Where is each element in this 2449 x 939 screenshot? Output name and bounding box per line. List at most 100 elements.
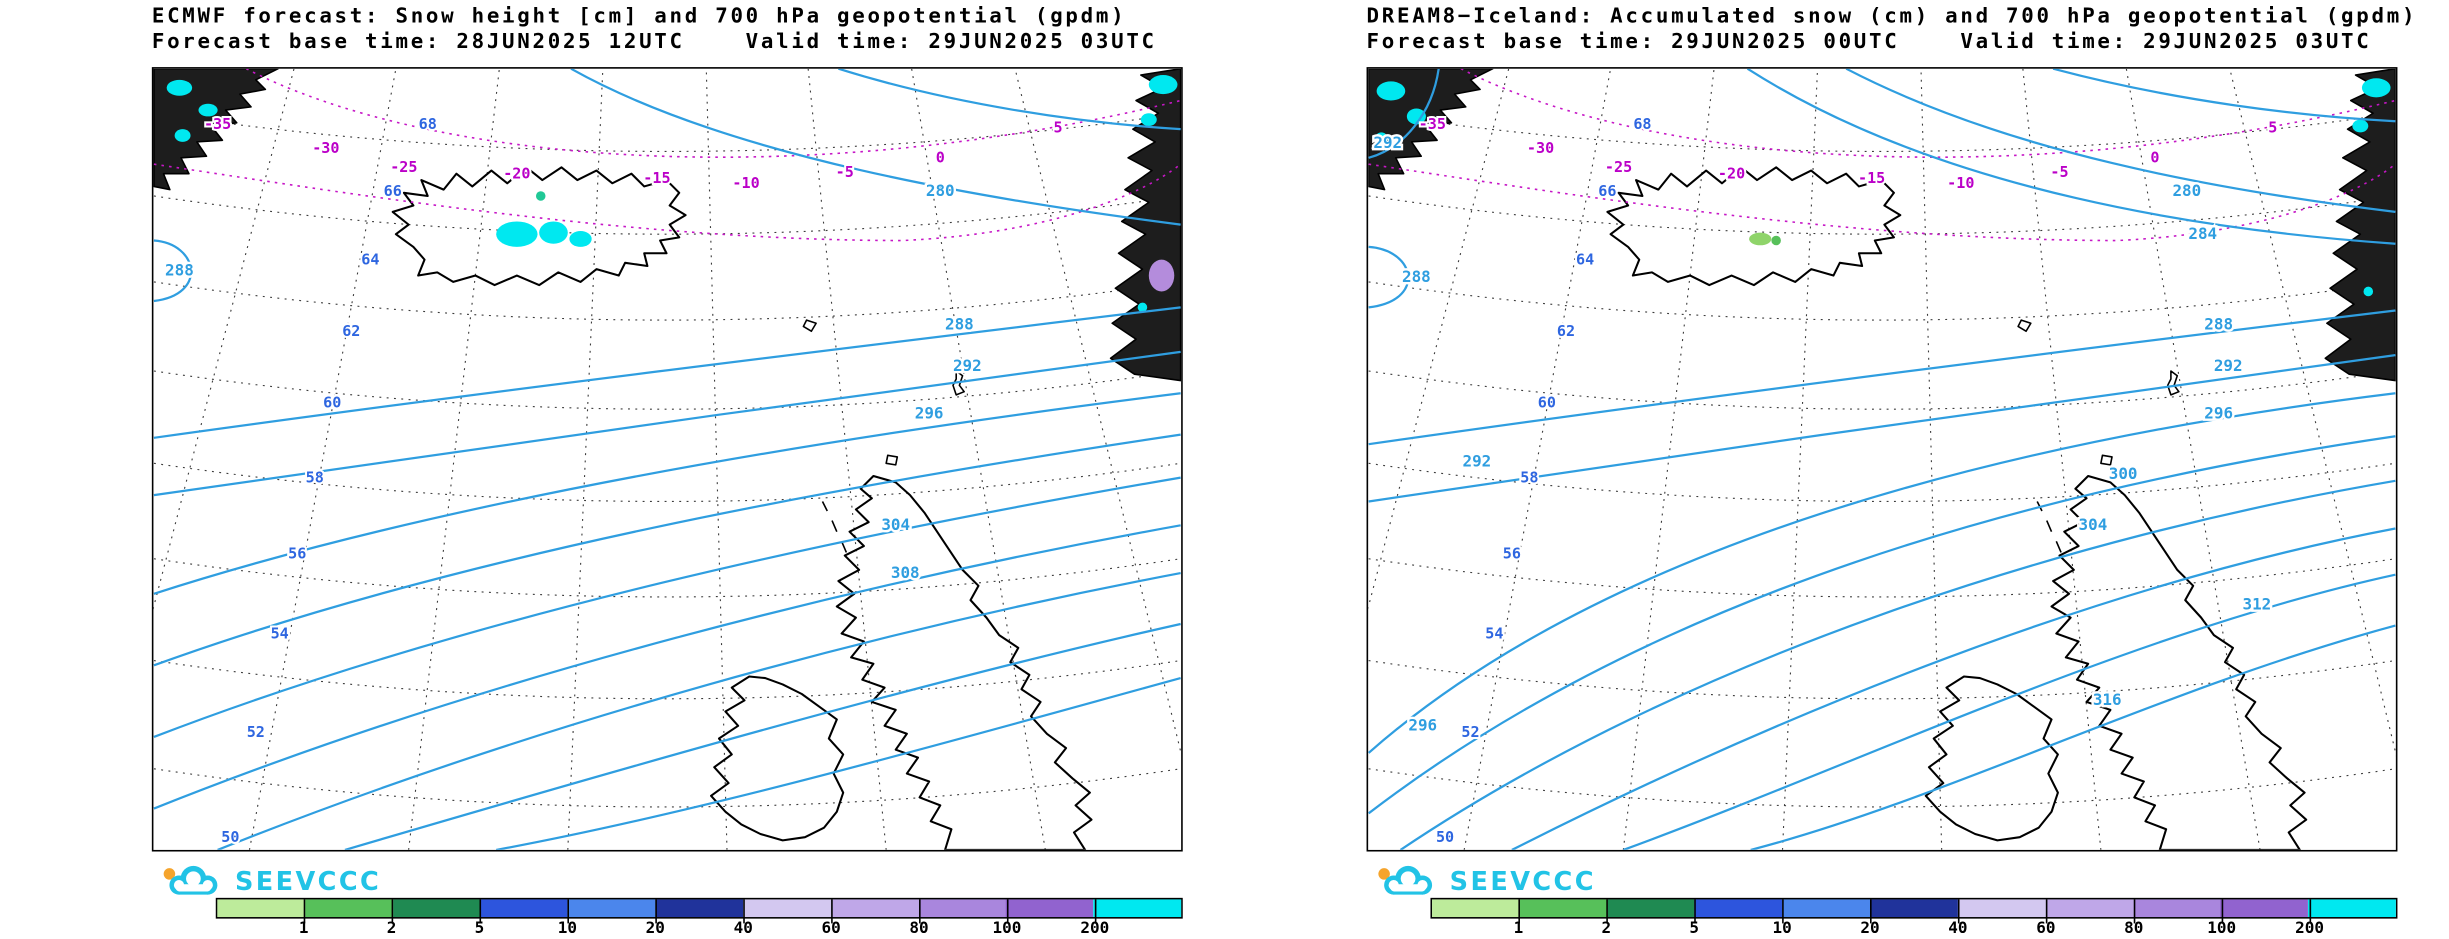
colorbar-label: 5 xyxy=(1689,920,1700,938)
geopotential-contour-label: 300 xyxy=(2109,464,2138,483)
seevccc-logo-text: SEEVCCC xyxy=(234,865,382,896)
latitude-label: 58 xyxy=(306,468,324,486)
geopotential-contour-label: 288 xyxy=(945,315,974,334)
colorbar-segment xyxy=(1607,899,1695,918)
colorbar-segment xyxy=(480,899,568,918)
temperature-contour-label: -15 xyxy=(643,169,670,187)
colorbar-label: 200 xyxy=(2295,920,2324,938)
geopotential-contour-label: 292 xyxy=(1373,133,1402,152)
coastline-iceland xyxy=(1606,166,1902,287)
temperature-contour xyxy=(1368,163,2396,242)
latitude-label: 64 xyxy=(361,250,379,268)
geopotential-contour-280 xyxy=(570,68,1181,226)
temperature-contour-label: -10 xyxy=(732,174,759,192)
colorbar-label: 2 xyxy=(1601,920,1612,938)
snow-patch-greenland xyxy=(174,129,191,142)
colorbar-label: 5 xyxy=(474,920,485,938)
coastline-ireland xyxy=(710,675,845,842)
colorbar-label: 10 xyxy=(557,920,578,938)
temperature-contours-dream8 xyxy=(1368,68,2396,242)
colorbar-segment xyxy=(1694,899,1783,918)
latitude-label: 54 xyxy=(271,624,289,642)
snow-patch-greenland xyxy=(1375,132,1388,146)
colorbar-segment xyxy=(1093,899,1182,918)
geopotential-contour-292-corner xyxy=(1368,68,1440,159)
geopotential-contour-308 xyxy=(153,524,1181,810)
snow-patch-norway xyxy=(2363,286,2374,297)
geopotential-contour-296 xyxy=(1368,392,2396,754)
latitude-label: 66 xyxy=(384,182,402,200)
geopotential-contour-label: 316 xyxy=(2093,690,2122,709)
temperature-contour-label: -30 xyxy=(1527,139,1554,157)
geopotential-contour-label: 288 xyxy=(1402,267,1431,286)
latitude-label: 62 xyxy=(1557,322,1575,340)
panel-subtitle: Forecast base time: 29JUN2025 00UTC Vali… xyxy=(1366,30,2372,55)
map-ecmwf: 280 288 288 292 296 304 308 68 66 64 62 60 58 56 54 52 5… xyxy=(151,67,1183,852)
geopotential-contour-label: 288 xyxy=(165,261,194,280)
snow-patch-norway xyxy=(1148,75,1178,95)
temperature-contour-label: 0 xyxy=(936,149,945,167)
seevccc-cloud-icon xyxy=(163,865,218,895)
colorbar-segment xyxy=(2132,899,2221,918)
colorbar-label: 80 xyxy=(909,920,929,938)
temperature-contour-label: -30 xyxy=(312,139,339,157)
temperature-contour-label: -5 xyxy=(2050,163,2068,181)
panel-title: ECMWF forecast: Snow height [cm] and 700… xyxy=(151,4,1127,29)
snow-patch-greenland xyxy=(1406,108,1426,125)
geopotential-contour-280 xyxy=(1845,68,2396,214)
latitude-label: 60 xyxy=(1538,394,1556,412)
geopotential-contour-300 xyxy=(1368,435,2396,815)
temperature-contour-label: -35 xyxy=(1419,115,1446,133)
geopotential-contour-288-closed xyxy=(1368,245,1410,309)
geopotential-contour-label: 312 xyxy=(2242,595,2271,614)
panel-subtitle: Forecast base time: 28JUN2025 12UTC Vali… xyxy=(151,30,1157,55)
colorbar-label: 20 xyxy=(1860,920,1880,938)
colorbar-segments xyxy=(1430,897,2398,919)
panel-title: DREAM8−Iceland: Accumulated snow (cm) an… xyxy=(1366,4,2418,29)
temperature-contour-label: -5 xyxy=(836,163,854,181)
geopotential-contour-label: 280 xyxy=(2172,181,2201,200)
latitude-label: 54 xyxy=(1485,624,1503,642)
colorbar-segment xyxy=(2308,899,2396,918)
geopotential-contours-ecmwf xyxy=(153,68,1181,850)
colorbar-segment xyxy=(567,899,656,918)
colorbar-segment xyxy=(392,899,481,918)
map-svg-dream8: 292 280 284 288 288 292 296 292 300 304 312 316 296 6… xyxy=(1368,68,2396,850)
colorbar-label: 40 xyxy=(733,920,753,938)
geopotential-contour-label: 308 xyxy=(891,563,920,582)
latitude-label: 60 xyxy=(323,394,341,412)
geopotential-contour-276 xyxy=(2052,68,2396,123)
temperature-contour-label: -25 xyxy=(1605,158,1632,176)
snow-patch-iceland xyxy=(539,221,568,244)
geopotential-contour-312 xyxy=(217,571,1181,850)
geopotential-contour-292 xyxy=(153,350,1181,497)
colorbar-segment xyxy=(655,899,744,918)
snow-patches-ecmwf xyxy=(166,75,1178,313)
latitude-label: 68 xyxy=(1633,115,1651,133)
colorbar-segment xyxy=(2220,899,2309,918)
temperature-contour-label: 5 xyxy=(1054,118,1063,136)
geopotential-contour-304 xyxy=(153,476,1181,738)
geopotential-contour-label: 292 xyxy=(2214,356,2243,375)
colorbar-label: 20 xyxy=(645,920,665,938)
colorbar-label: 2 xyxy=(386,920,397,938)
geopotential-contours-dream8 xyxy=(1368,68,2396,850)
geopotential-contour-label: 304 xyxy=(2079,515,2108,534)
snow-patch-norway xyxy=(1137,302,1148,313)
coastline-norway xyxy=(2324,68,2396,382)
panel-ecmwf: ECMWF forecast: Snow height [cm] and 700… xyxy=(151,0,1183,938)
colorbar-segment xyxy=(918,899,1006,918)
latitude-label: 52 xyxy=(247,723,265,741)
geopotential-contour-288-closed xyxy=(153,239,193,303)
coastline-ireland xyxy=(1924,675,2059,842)
seevccc-logo-text: SEEVCCC xyxy=(1449,865,1596,896)
colorbar-label: 200 xyxy=(1080,920,1110,938)
colorbar-label: 1 xyxy=(298,920,309,938)
snow-patch-greenland xyxy=(166,79,193,96)
colorbar-label: 100 xyxy=(2207,920,2237,938)
snow-patch-iceland-green xyxy=(1771,235,1781,246)
snow-patch-norway xyxy=(2352,119,2369,133)
temperature-contour-label: -10 xyxy=(1947,174,1974,192)
snow-patches-dream8 xyxy=(1375,78,2391,297)
colorbar-label: 10 xyxy=(1772,920,1792,938)
